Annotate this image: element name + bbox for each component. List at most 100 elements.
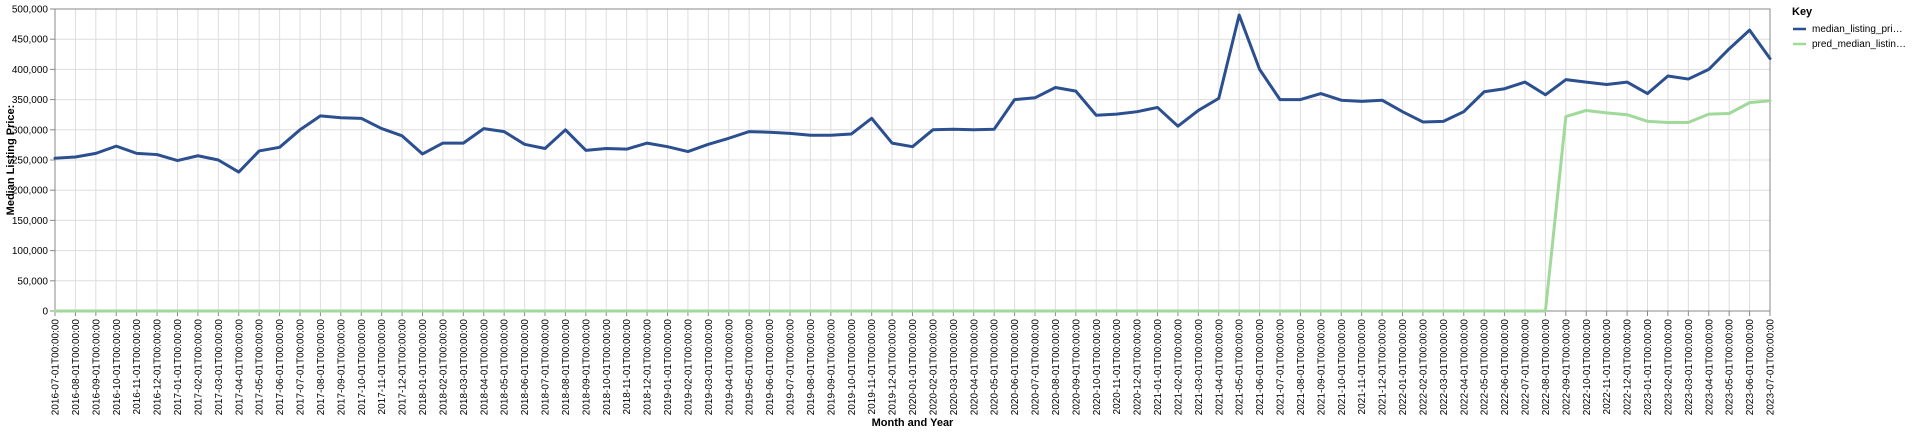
x-tick-label: 2023-07-01T00:00:00 <box>1766 319 1777 416</box>
x-tick-label: 2022-08-01T00:00:00 <box>1541 319 1552 416</box>
x-tick-label: 2021-10-01T00:00:00 <box>1337 319 1348 416</box>
x-tick-label: 2019-12-01T00:00:00 <box>888 319 899 416</box>
x-tick-label: 2019-11-01T00:00:00 <box>867 319 878 415</box>
x-tick-label: 2023-02-01T00:00:00 <box>1663 319 1674 416</box>
x-tick-label: 2018-07-01T00:00:00 <box>541 319 552 416</box>
y-tick-label: 350,000 <box>12 95 49 106</box>
x-tick-label: 2017-01-01T00:00:00 <box>173 319 184 416</box>
y-tick-label: 300,000 <box>12 125 49 136</box>
y-tick-label: 150,000 <box>12 216 49 227</box>
x-tick-label: 2020-06-01T00:00:00 <box>1010 319 1021 416</box>
x-tick-label: 2022-06-01T00:00:00 <box>1500 319 1511 416</box>
y-tick-label: 400,000 <box>12 65 49 76</box>
x-tick-label: 2017-07-01T00:00:00 <box>296 319 307 416</box>
x-tick-label: 2021-01-01T00:00:00 <box>1153 319 1164 416</box>
series-lines <box>53 13 1772 313</box>
x-tick-label: 2020-09-01T00:00:00 <box>1071 319 1082 416</box>
x-tick-label: 2020-08-01T00:00:00 <box>1051 319 1062 416</box>
x-tick-label: 2023-04-01T00:00:00 <box>1704 319 1715 416</box>
legend-title: Key <box>1792 6 1813 18</box>
x-tick-label: 2020-11-01T00:00:00 <box>1112 319 1123 415</box>
x-tick-label: 2017-05-01T00:00:00 <box>255 319 266 416</box>
x-tick-label: 2020-04-01T00:00:00 <box>969 319 980 416</box>
legend-label: median_listing_pri… <box>1812 24 1903 35</box>
x-tick-label: 2018-04-01T00:00:00 <box>479 319 490 416</box>
x-tick-label: 2023-05-01T00:00:00 <box>1725 319 1736 416</box>
x-tick-label: 2016-10-01T00:00:00 <box>112 319 123 416</box>
x-tick-label: 2018-06-01T00:00:00 <box>520 319 531 416</box>
x-tick-label: 2021-02-01T00:00:00 <box>1173 319 1184 416</box>
x-tick-label: 2018-08-01T00:00:00 <box>561 319 572 416</box>
x-tick-label: 2017-04-01T00:00:00 <box>234 319 245 416</box>
x-tick-label: 2018-11-01T00:00:00 <box>622 319 633 415</box>
x-tick-label: 2017-08-01T00:00:00 <box>316 319 327 416</box>
x-tick-label: 2023-03-01T00:00:00 <box>1684 319 1695 416</box>
x-tick-label: 2019-02-01T00:00:00 <box>683 319 694 416</box>
x-tick-label: 2022-07-01T00:00:00 <box>1521 319 1532 416</box>
y-tick-label: 450,000 <box>12 35 49 46</box>
x-tick-label: 2019-04-01T00:00:00 <box>724 319 735 416</box>
x-tick-label: 2022-01-01T00:00:00 <box>1398 319 1409 416</box>
x-tick-label: 2020-01-01T00:00:00 <box>908 319 919 416</box>
x-tick-label: 2016-11-01T00:00:00 <box>132 319 143 415</box>
series-line-1 <box>53 99 1772 313</box>
x-tick-label: 2018-02-01T00:00:00 <box>438 319 449 416</box>
x-tick-label: 2022-02-01T00:00:00 <box>1418 319 1429 416</box>
x-tick-label: 2018-03-01T00:00:00 <box>459 319 470 416</box>
x-tick-label: 2021-07-01T00:00:00 <box>1276 319 1287 416</box>
x-tick-label: 2023-06-01T00:00:00 <box>1745 319 1756 416</box>
x-tick-label: 2020-07-01T00:00:00 <box>1031 319 1042 416</box>
x-tick-label: 2017-09-01T00:00:00 <box>336 319 347 416</box>
legend: Key median_listing_pri… pred_median_listi… <box>1792 6 1906 50</box>
x-tick-label: 2018-01-01T00:00:00 <box>418 319 429 416</box>
x-tick-label: 2021-08-01T00:00:00 <box>1296 319 1307 416</box>
x-tick-label: 2022-03-01T00:00:00 <box>1439 319 1450 416</box>
y-tick-label: 250,000 <box>12 156 49 167</box>
legend-label: pred_median_listin… <box>1812 39 1906 50</box>
x-tick-label: 2019-10-01T00:00:00 <box>847 319 858 416</box>
x-tick-label: 2022-12-01T00:00:00 <box>1623 319 1634 416</box>
x-tick-label: 2020-10-01T00:00:00 <box>1092 319 1103 416</box>
x-tick-label: 2022-11-01T00:00:00 <box>1602 319 1613 415</box>
x-tick-label: 2021-09-01T00:00:00 <box>1316 319 1327 416</box>
y-axis: 0 50,000 100,000 150,000 200,000 250,000 300,0… <box>12 5 55 318</box>
grid-lines <box>54 8 1771 312</box>
x-tick-label: 2020-02-01T00:00:00 <box>928 319 939 416</box>
x-tick-label: 2023-01-01T00:00:00 <box>1643 319 1654 416</box>
x-tick-label: 2019-05-01T00:00:00 <box>745 319 756 416</box>
x-tick-label: 2020-03-01T00:00:00 <box>949 319 960 416</box>
x-tick-label: 2021-12-01T00:00:00 <box>1378 319 1389 416</box>
y-tick-label: 500,000 <box>12 5 49 16</box>
x-tick-label: 2016-07-01T00:00:00 <box>51 319 62 416</box>
x-tick-label: 2019-07-01T00:00:00 <box>786 319 797 416</box>
x-axis-title: Month and Year <box>872 417 954 429</box>
x-tick-label: 2022-05-01T00:00:00 <box>1480 319 1491 416</box>
x-tick-label: 2016-08-01T00:00:00 <box>71 319 82 416</box>
x-tick-label: 2020-12-01T00:00:00 <box>1133 319 1144 416</box>
y-tick-label: 200,000 <box>12 186 49 197</box>
y-tick-label: 0 <box>42 307 48 318</box>
x-tick-label: 2019-09-01T00:00:00 <box>826 319 837 416</box>
x-tick-label: 2018-12-01T00:00:00 <box>643 319 654 416</box>
x-tick-label: 2018-10-01T00:00:00 <box>602 319 613 416</box>
x-tick-label: 2019-01-01T00:00:00 <box>663 319 674 416</box>
x-tick-label: 2021-11-01T00:00:00 <box>1357 319 1368 415</box>
x-axis: 2016-07-01T00:00:00 2016-08-01T00:00:00 20… <box>51 311 1777 415</box>
x-tick-label: 2020-05-01T00:00:00 <box>990 319 1001 416</box>
x-tick-label: 2021-04-01T00:00:00 <box>1214 319 1225 416</box>
x-tick-label: 2018-09-01T00:00:00 <box>581 319 592 416</box>
x-tick-label: 2017-12-01T00:00:00 <box>398 319 409 416</box>
x-tick-label: 2022-09-01T00:00:00 <box>1561 319 1572 416</box>
x-tick-label: 2018-05-01T00:00:00 <box>500 319 511 416</box>
x-tick-label: 2017-06-01T00:00:00 <box>275 319 286 416</box>
x-tick-label: 2022-10-01T00:00:00 <box>1582 319 1593 416</box>
x-tick-label: 2017-10-01T00:00:00 <box>357 319 368 416</box>
x-tick-label: 2021-03-01T00:00:00 <box>1194 319 1205 416</box>
y-axis-title: Median Listing Price: <box>5 105 17 216</box>
series-line-0 <box>53 13 1772 174</box>
x-tick-label: 2021-05-01T00:00:00 <box>1235 319 1246 416</box>
x-tick-label: 2016-12-01T00:00:00 <box>153 319 164 416</box>
x-tick-label: 2016-09-01T00:00:00 <box>91 319 102 416</box>
y-tick-label: 50,000 <box>17 276 48 287</box>
